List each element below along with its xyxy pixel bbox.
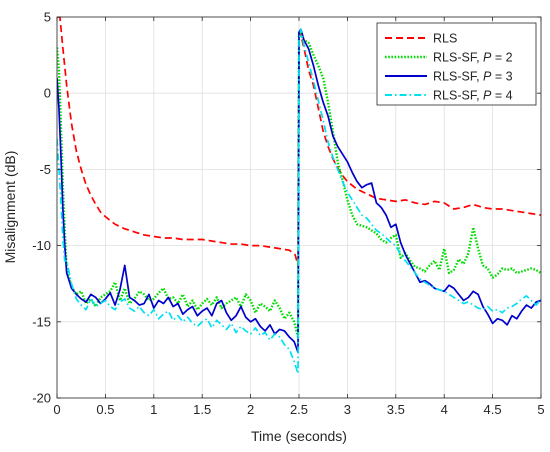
axis-ticks: [56, 16, 542, 399]
y-tick-label: -5: [39, 162, 51, 177]
y-tick-label: -15: [32, 314, 51, 329]
series-line-2: [57, 31, 541, 339]
x-tick-label: 1: [150, 402, 157, 417]
y-tick-label: -20: [32, 391, 51, 406]
x-tick-labels: 0 0.5 1 1.5 2 2.5 3 3.5 4 4.5 5: [53, 402, 544, 417]
x-tick-label: 4.5: [484, 402, 502, 417]
legend-label-1: RLS: [433, 32, 457, 46]
x-tick-label: 2.5: [290, 402, 308, 417]
legend-label-text: RLS-SF,: [433, 89, 483, 103]
y-tick-labels: -20 -15 -10 -5 0 5: [32, 10, 51, 406]
legend-label-text: RLS-SF,: [433, 51, 483, 65]
legend-label-4: RLS-SF, P = 4: [433, 89, 513, 103]
x-axis-label: Time (seconds): [251, 428, 347, 444]
legend-label-symbol: P: [483, 51, 492, 65]
y-tick-label: 0: [44, 86, 51, 101]
legend-label-3: RLS-SF, P = 3: [433, 70, 513, 84]
legend-label-symbol: P: [483, 70, 492, 84]
series-lines: [57, 17, 541, 375]
x-tick-label: 1.5: [193, 402, 211, 417]
x-tick-label: 4: [441, 402, 448, 417]
y-axis-label: Misalignment (dB): [2, 151, 18, 264]
legend-label-value: = 4: [491, 89, 512, 103]
legend-label-value: = 3: [491, 70, 512, 84]
y-tick-label: -10: [32, 238, 51, 253]
x-tick-label: 3.5: [387, 402, 405, 417]
series-line-3: [57, 28, 541, 354]
x-tick-label: 3: [344, 402, 351, 417]
legend-box: [376, 22, 537, 106]
legend-label-text: RLS: [433, 32, 457, 46]
y-tick-label: 5: [44, 10, 51, 25]
legend-label-symbol: P: [483, 89, 492, 103]
x-tick-label: 0.5: [96, 402, 114, 417]
legend-label-text: RLS-SF,: [433, 70, 483, 84]
legend-label-2: RLS-SF, P = 2: [433, 51, 513, 65]
x-tick-label: 2: [247, 402, 254, 417]
x-tick-label: 0: [53, 402, 60, 417]
legend-label-value: = 2: [491, 51, 512, 65]
x-tick-label: 5: [537, 402, 544, 417]
series-line-4: [57, 28, 541, 375]
